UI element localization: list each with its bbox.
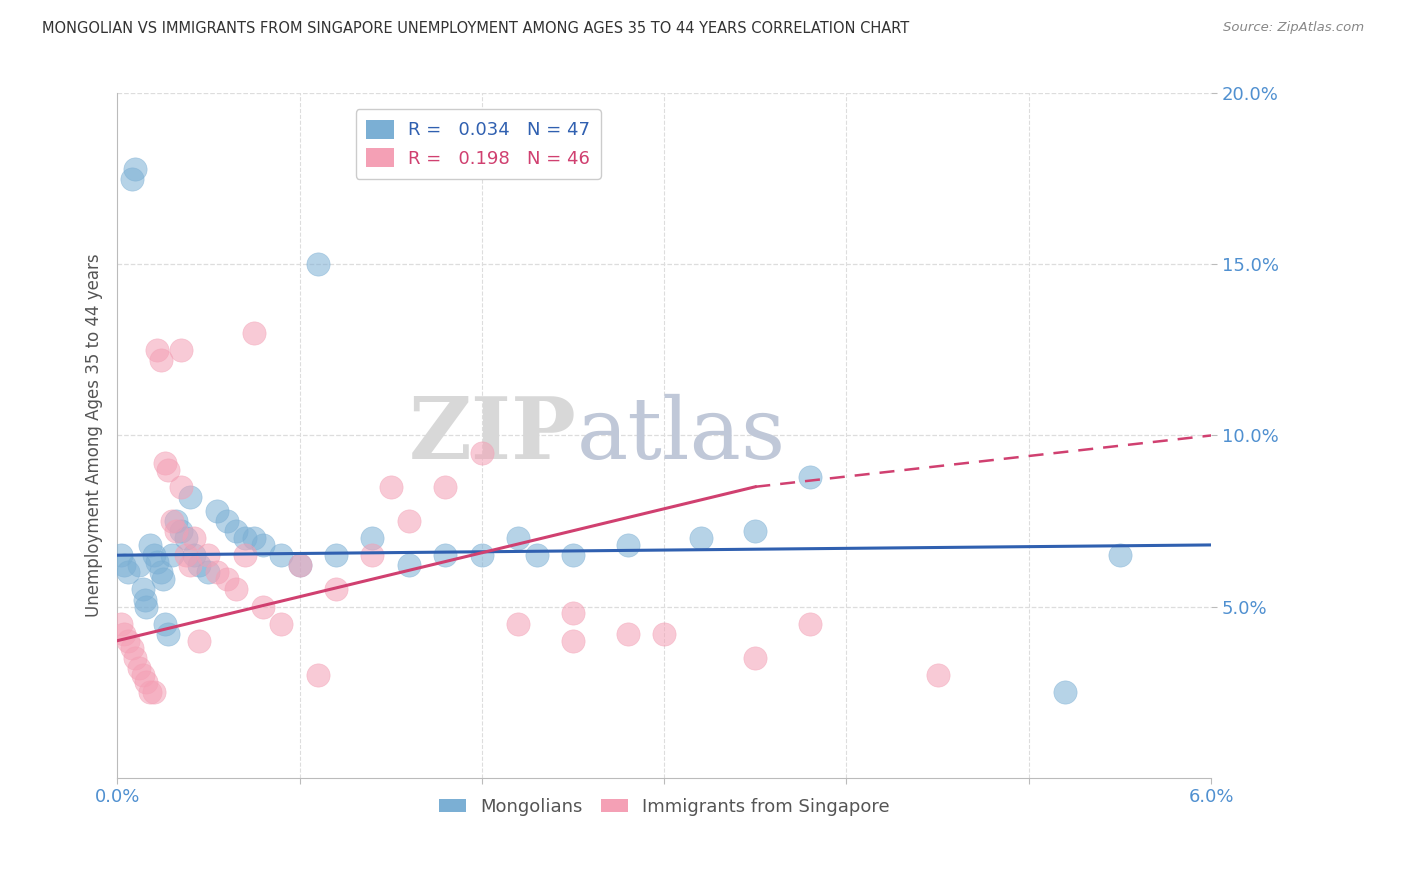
Point <box>135 674 157 689</box>
Point <box>157 463 180 477</box>
Point <box>160 548 183 562</box>
Point <box>170 480 193 494</box>
Point <box>146 343 169 357</box>
Point <box>471 548 494 562</box>
Point <box>124 650 146 665</box>
Point <box>434 480 457 494</box>
Point <box>114 558 136 573</box>
Text: ZIP: ZIP <box>409 393 576 477</box>
Point <box>434 548 457 562</box>
Point <box>128 558 150 573</box>
Point <box>132 582 155 597</box>
Point <box>233 548 256 562</box>
Point <box>149 566 172 580</box>
Point <box>110 548 132 562</box>
Point <box>149 353 172 368</box>
Text: MONGOLIAN VS IMMIGRANTS FROM SINGAPORE UNEMPLOYMENT AMONG AGES 35 TO 44 YEARS CO: MONGOLIAN VS IMMIGRANTS FROM SINGAPORE U… <box>42 21 910 37</box>
Point <box>121 172 143 186</box>
Point <box>380 480 402 494</box>
Point <box>165 524 187 539</box>
Point <box>153 456 176 470</box>
Point <box>114 627 136 641</box>
Point <box>744 650 766 665</box>
Point <box>207 566 229 580</box>
Point <box>508 531 530 545</box>
Point <box>225 582 247 597</box>
Point <box>307 257 329 271</box>
Point <box>616 627 638 641</box>
Point <box>799 469 821 483</box>
Point <box>1109 548 1132 562</box>
Point <box>288 558 311 573</box>
Point <box>243 326 266 340</box>
Point <box>508 616 530 631</box>
Point <box>110 616 132 631</box>
Point <box>616 538 638 552</box>
Point <box>165 514 187 528</box>
Point <box>325 582 347 597</box>
Point <box>188 633 211 648</box>
Text: Source: ZipAtlas.com: Source: ZipAtlas.com <box>1223 21 1364 35</box>
Point <box>183 548 205 562</box>
Point <box>307 668 329 682</box>
Point <box>1054 685 1077 699</box>
Point <box>135 599 157 614</box>
Point <box>270 548 292 562</box>
Point <box>152 572 174 586</box>
Point <box>398 514 420 528</box>
Point <box>179 558 201 573</box>
Point <box>157 627 180 641</box>
Point <box>215 514 238 528</box>
Point <box>799 616 821 631</box>
Point <box>121 640 143 655</box>
Point <box>197 566 219 580</box>
Point <box>215 572 238 586</box>
Point <box>361 548 384 562</box>
Point <box>243 531 266 545</box>
Point <box>139 538 162 552</box>
Point <box>170 524 193 539</box>
Point <box>207 504 229 518</box>
Point <box>146 555 169 569</box>
Point <box>183 531 205 545</box>
Point <box>117 566 139 580</box>
Point <box>744 524 766 539</box>
Point <box>132 668 155 682</box>
Point <box>361 531 384 545</box>
Point <box>562 633 585 648</box>
Text: atlas: atlas <box>576 394 786 477</box>
Point <box>288 558 311 573</box>
Point <box>124 161 146 176</box>
Legend: Mongolians, Immigrants from Singapore: Mongolians, Immigrants from Singapore <box>432 791 897 823</box>
Point <box>153 616 176 631</box>
Point <box>689 531 711 545</box>
Point <box>170 343 193 357</box>
Point <box>142 548 165 562</box>
Point <box>562 548 585 562</box>
Point <box>562 607 585 621</box>
Point <box>270 616 292 631</box>
Point <box>225 524 247 539</box>
Point <box>176 531 198 545</box>
Point <box>526 548 548 562</box>
Point <box>176 548 198 562</box>
Point <box>325 548 347 562</box>
Point <box>252 599 274 614</box>
Point <box>652 627 675 641</box>
Point <box>160 514 183 528</box>
Point <box>134 592 156 607</box>
Point <box>142 685 165 699</box>
Point <box>128 661 150 675</box>
Point <box>927 668 949 682</box>
Point <box>179 490 201 504</box>
Point <box>139 685 162 699</box>
Point <box>471 445 494 459</box>
Point <box>197 548 219 562</box>
Point <box>233 531 256 545</box>
Point <box>252 538 274 552</box>
Y-axis label: Unemployment Among Ages 35 to 44 years: Unemployment Among Ages 35 to 44 years <box>86 253 103 617</box>
Point <box>117 633 139 648</box>
Point <box>188 558 211 573</box>
Point <box>398 558 420 573</box>
